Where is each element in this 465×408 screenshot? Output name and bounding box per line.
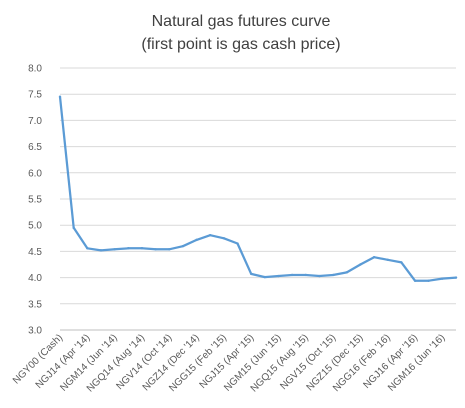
data-point [72, 226, 75, 230]
data-point [427, 279, 430, 282]
y-tick-label: 7.5 [28, 90, 42, 101]
data-point [277, 274, 280, 278]
data-point [154, 248, 157, 251]
data-point [113, 248, 116, 251]
data-point [454, 276, 458, 279]
y-tick-label: 6.5 [28, 142, 42, 153]
series-line [58, 95, 458, 282]
data-point [331, 273, 335, 277]
data-point [359, 263, 362, 266]
data-point [318, 274, 321, 278]
y-axis-ticks: 3.0 3.5 4.0 4.5 5.0 5.5 6.0 6.5 7.0 7.5 8.0 [28, 64, 42, 337]
y-tick-label: 3.0 [28, 326, 42, 337]
data-point [400, 261, 403, 264]
y-tick-label: 3.5 [28, 299, 42, 310]
data-point [209, 233, 212, 237]
chart-title-line-2: (first point is gas cash price) [141, 36, 340, 53]
data-point [140, 247, 144, 250]
y-tick-label: 4.0 [28, 273, 42, 284]
data-point [372, 255, 376, 259]
series-group [58, 95, 458, 282]
data-point [413, 279, 417, 282]
data-point [181, 244, 185, 248]
data-point [168, 248, 171, 251]
data-point [222, 237, 226, 240]
y-tick-label: 5.5 [28, 195, 42, 206]
y-tick-label: 7.0 [28, 116, 42, 127]
data-point [386, 258, 389, 261]
x-axis-ticks: NGY00 (Cash)NGJ14 (Apr '14)NGM14 (Jun '1… [11, 332, 447, 394]
data-point [86, 247, 89, 250]
data-point [304, 273, 307, 277]
data-point [58, 95, 62, 99]
gridlines [60, 67, 456, 331]
data-point [263, 275, 267, 279]
data-point [290, 273, 294, 277]
data-point [127, 247, 130, 250]
data-point [195, 238, 198, 242]
y-tick-label: 8.0 [28, 64, 42, 75]
data-point [249, 272, 253, 276]
data-point [345, 271, 348, 274]
y-tick-label: 5.0 [28, 221, 42, 232]
data-point [99, 249, 103, 252]
data-point [236, 242, 239, 245]
data-point [441, 277, 444, 280]
y-tick-label: 6.0 [28, 168, 42, 179]
y-tick-label: 4.5 [28, 247, 42, 258]
chart-title-line-1: Natural gas futures curve [152, 13, 331, 30]
